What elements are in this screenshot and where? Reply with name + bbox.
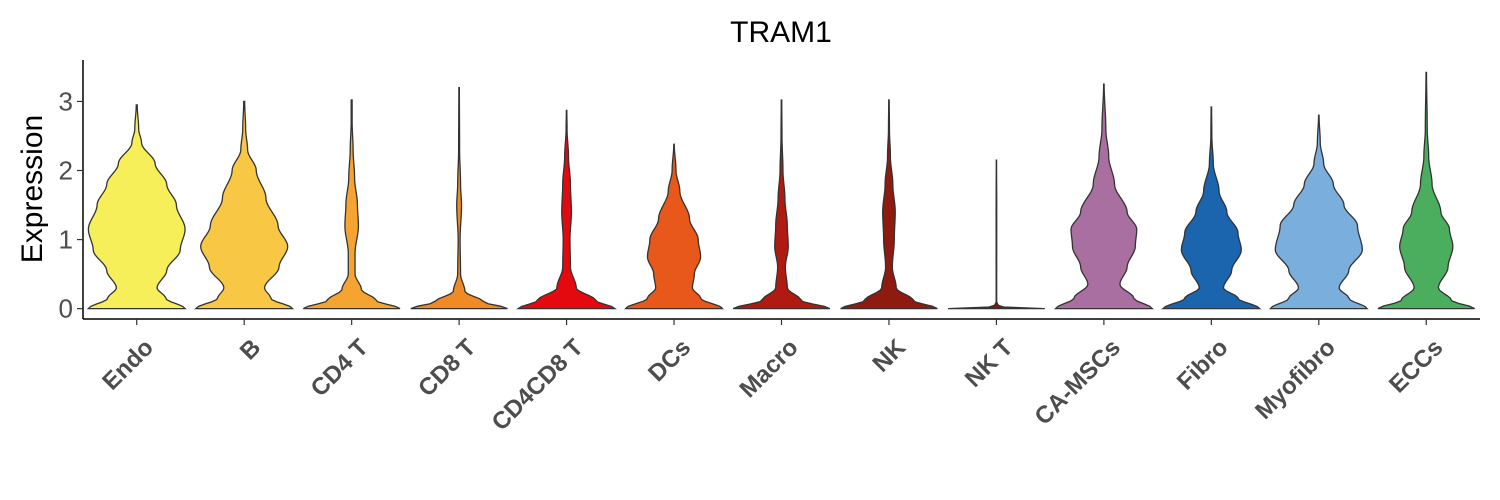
x-axis: Endo B CD4 T CD8 T CD4CD8 T DCs Macro NK NK T CA-… (83, 318, 1480, 436)
y-tick-label: 0 (59, 294, 73, 324)
x-tick-label: CD4CD8 T (487, 334, 589, 436)
violin-myofibro (1268, 114, 1369, 310)
violin-b (194, 100, 295, 310)
violin-endo (86, 104, 187, 310)
x-tick-label: CD8 T (413, 334, 481, 402)
x-tick-label: DCs (643, 334, 696, 387)
x-tick-label: Macro (735, 334, 804, 403)
violin-group (86, 71, 1475, 310)
x-tick-label: Endo (97, 334, 159, 396)
x-tick-label: NK (867, 334, 911, 378)
chart-title: TRAM1 (730, 16, 832, 49)
y-axis: 0 1 2 3 (59, 60, 84, 324)
y-tick-label: 1 (59, 225, 73, 255)
violin-eccs (1377, 71, 1475, 310)
violin-dcs (624, 143, 724, 310)
x-tick-label: B (235, 334, 266, 365)
violin-ca-mscs (1053, 83, 1154, 310)
violin-cd4-t (303, 99, 401, 310)
x-tick-label: Fibro (1172, 334, 1234, 396)
violin-cd4cd8-t (516, 109, 618, 310)
x-tick-label: CA-MSCs (1030, 334, 1126, 430)
x-tick-label: ECCs (1384, 334, 1448, 398)
y-tick-label: 2 (59, 156, 73, 186)
y-axis-label: Expression (16, 115, 49, 263)
violin-macro (732, 99, 831, 310)
x-tick-label: Myofibro (1250, 334, 1341, 425)
x-tick-label: NK T (960, 334, 1019, 393)
x-tick-label: CD4 T (306, 334, 374, 402)
violin-cd8-t (410, 86, 508, 310)
violin-nk-t (948, 159, 1045, 310)
y-tick-label: 3 (59, 86, 73, 116)
violin-fibro (1161, 106, 1262, 310)
violin-nk (840, 99, 938, 310)
